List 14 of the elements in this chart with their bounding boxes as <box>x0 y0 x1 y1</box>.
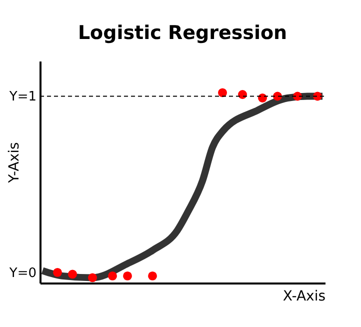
point <box>123 271 132 280</box>
point <box>68 270 77 279</box>
point <box>218 88 227 98</box>
point <box>88 273 97 282</box>
point <box>238 90 247 99</box>
x-axis-title: X-Axis <box>282 288 326 304</box>
point <box>148 271 157 280</box>
y-axis-title: Y-Axis <box>6 142 22 184</box>
point <box>108 271 117 280</box>
point <box>53 268 62 277</box>
y-tick-label: Y=0 <box>8 266 36 281</box>
chart-title: Logistic Regression <box>78 22 288 44</box>
point <box>258 94 267 102</box>
y-tick-label: Y=1 <box>8 90 36 105</box>
